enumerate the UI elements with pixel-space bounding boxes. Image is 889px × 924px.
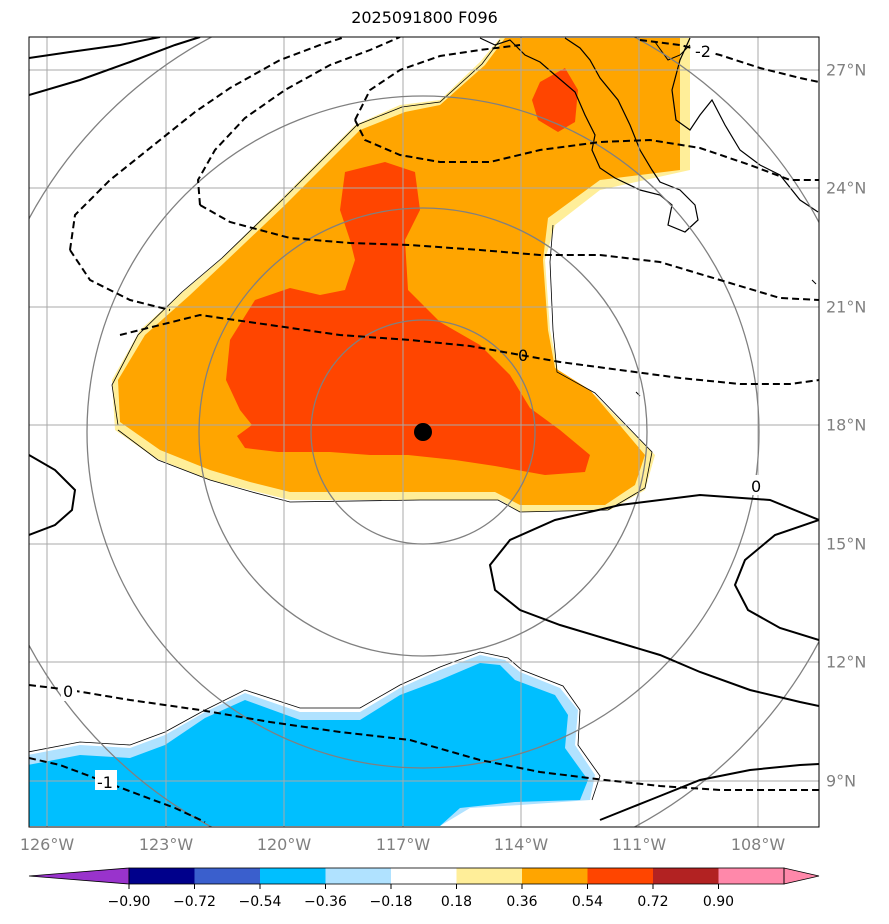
lat-label: 18°N: [826, 415, 867, 435]
lon-label: 114°W: [493, 835, 549, 854]
colorbar-swatch: [325, 868, 391, 884]
contour-labels: 0 0 0 -2 -1: [61, 40, 765, 792]
dashed-contours: [29, 37, 819, 823]
lat-label: 12°N: [826, 652, 867, 672]
contour-label: 0: [518, 346, 528, 365]
colorbar-tick-label: 0.54: [571, 894, 604, 910]
colorbar-swatch: [587, 868, 653, 884]
colorbar-tick-label: −0.90: [107, 894, 151, 910]
contour-label: 0: [63, 682, 73, 701]
map-title: 2025091800 F096: [351, 8, 498, 27]
shade-negative-medium: [29, 663, 588, 826]
lon-label: 123°W: [138, 835, 194, 854]
colorbar-tick-label: 0.18: [440, 894, 473, 910]
colorbar-swatch: [718, 868, 784, 884]
coastline-mainland: [671, 37, 819, 213]
colorbar: [28, 867, 820, 889]
colorbar-swatch: [194, 868, 260, 884]
coastline: [479, 37, 699, 233]
lat-label: 24°N: [826, 178, 867, 198]
zero-contour-outline-north: [111, 39, 653, 513]
contour-label: -2: [695, 42, 711, 61]
colorbar-tick-label: −0.36: [304, 894, 347, 910]
colorbar-tick-label: −0.72: [173, 894, 216, 910]
lat-label: 21°N: [826, 297, 867, 317]
lat-label: 27°N: [826, 60, 867, 80]
range-rings: [29, 37, 819, 827]
colorbar-extend-low: [28, 867, 130, 885]
grid-lines: [29, 37, 819, 827]
lon-label: 108°W: [730, 835, 786, 854]
lat-label: 9°N: [826, 771, 857, 791]
map-frame: [28, 36, 820, 828]
colorbar-swatch: [456, 868, 522, 884]
contour-label: 0: [751, 477, 761, 496]
colorbar-swatch: [260, 868, 326, 884]
colorbar-tick-label: 0.36: [506, 894, 538, 910]
colorbar-extend-high: [783, 867, 820, 885]
solid-contours: [29, 37, 819, 821]
colorbar-swatch: [522, 868, 588, 884]
colorbar-swatch: [129, 868, 195, 884]
zero-contour-outline-south: [29, 651, 601, 801]
colorbar-tick-label: 0.72: [637, 894, 669, 910]
colorbar-tick-label: −0.54: [238, 894, 282, 910]
colorbar-swatch: [391, 868, 457, 884]
lat-label: 15°N: [826, 534, 867, 554]
contour-label: -1: [97, 773, 113, 792]
colorbar-tick-label: −0.18: [369, 894, 413, 910]
lon-label: 126°W: [19, 835, 75, 854]
storm-center-marker: [414, 423, 432, 441]
lon-label: 111°W: [611, 835, 667, 854]
lon-label: 117°W: [375, 835, 431, 854]
colorbar-tick-label: 0.90: [702, 894, 735, 910]
colorbar-swatch: [653, 868, 719, 884]
lon-label: 120°W: [256, 835, 312, 854]
